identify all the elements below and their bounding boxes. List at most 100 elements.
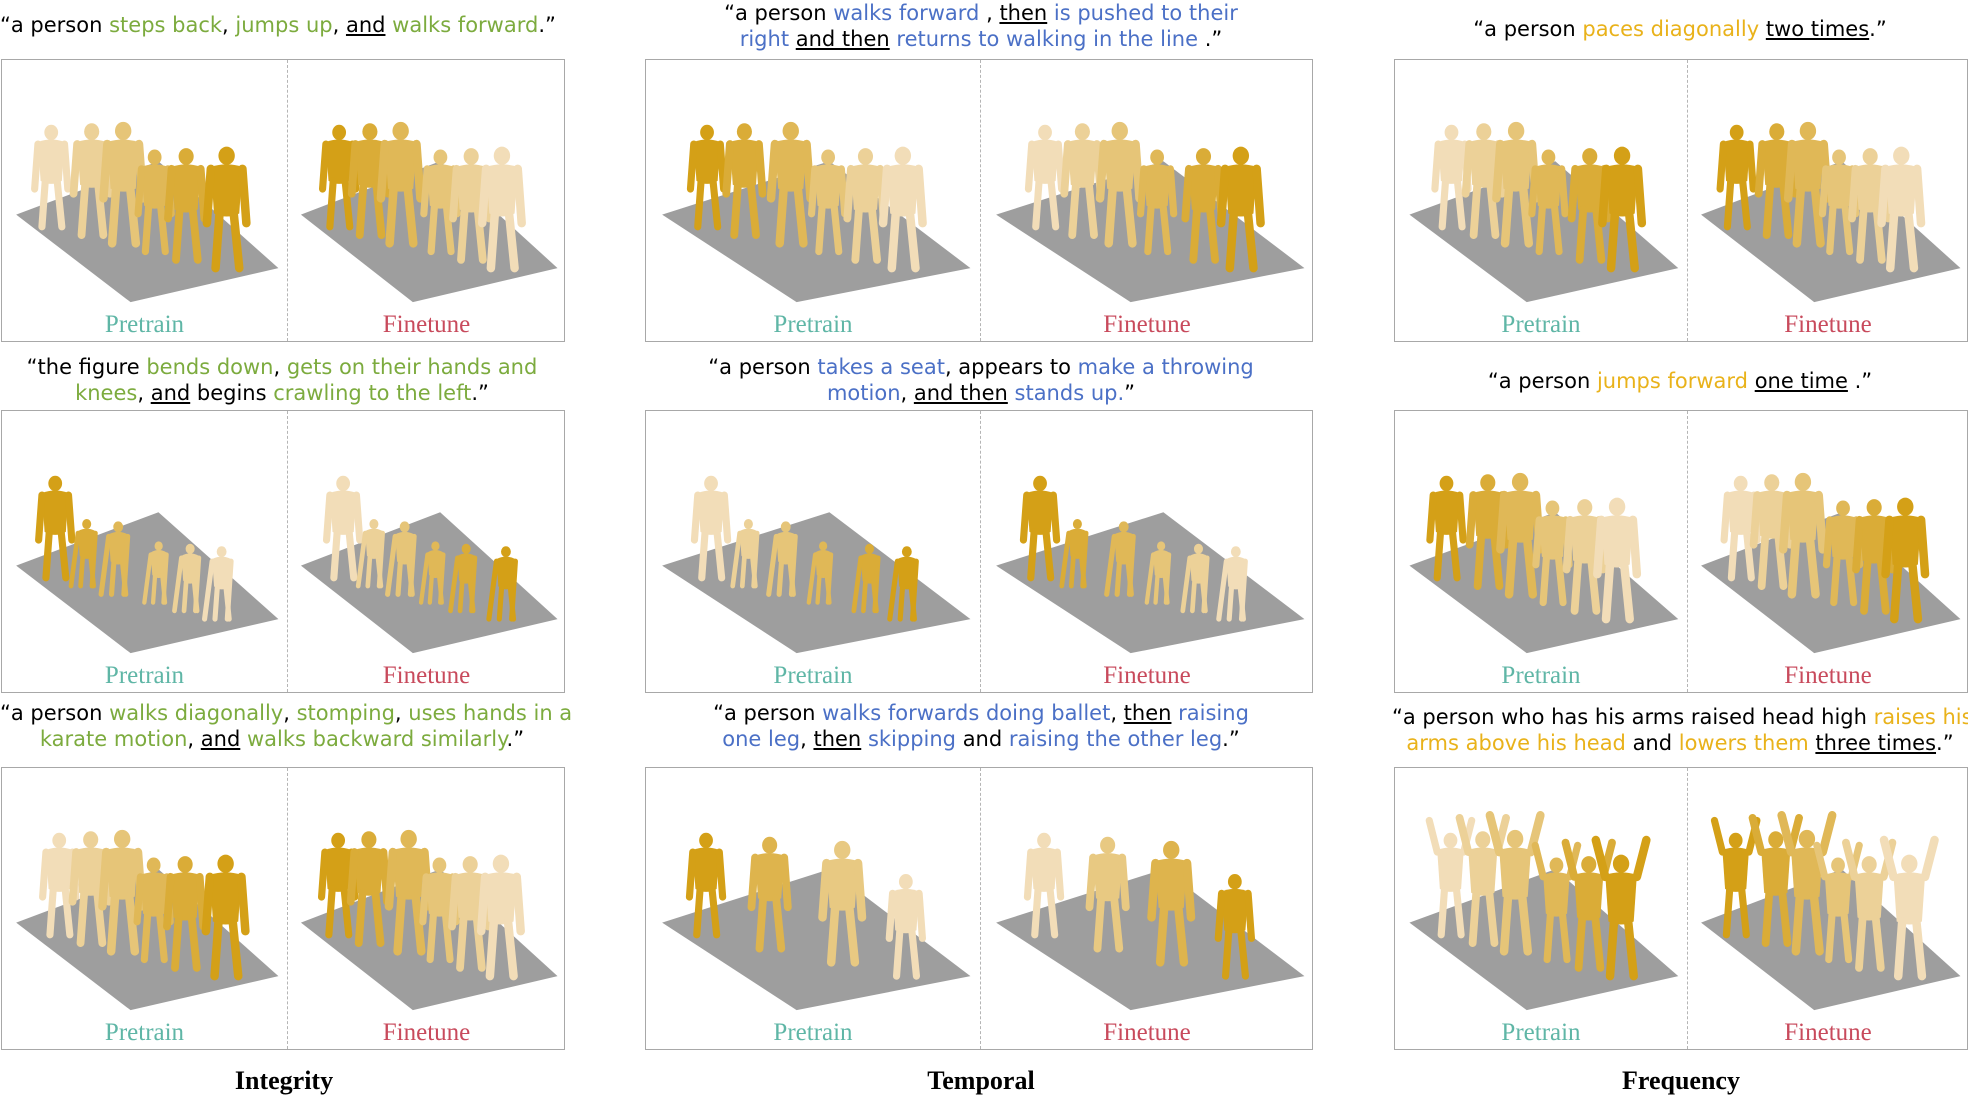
finetune-motion-render bbox=[996, 832, 1305, 1011]
human-figure bbox=[68, 519, 98, 589]
panel-integrity-3: Pretrain Finetune bbox=[1, 767, 565, 1050]
human-figure bbox=[851, 543, 881, 614]
panel-frequency-2: Pretrain Finetune bbox=[1394, 410, 1968, 693]
caption-integrity-2: “the figure bends down, gets on their ha… bbox=[26, 355, 538, 405]
human-figure bbox=[722, 123, 767, 239]
human-figure bbox=[1019, 475, 1061, 582]
pretrain-label: Pretrain bbox=[773, 662, 853, 689]
human-figure bbox=[98, 521, 131, 597]
finetune-label: Finetune bbox=[1784, 662, 1872, 689]
human-figure bbox=[686, 124, 728, 231]
human-figure bbox=[202, 146, 251, 273]
human-figure bbox=[477, 146, 526, 273]
human-figure bbox=[376, 121, 425, 248]
human-figure bbox=[134, 149, 175, 256]
human-figure bbox=[1598, 146, 1647, 273]
human-figure bbox=[1748, 813, 1803, 947]
human-figure bbox=[843, 148, 888, 264]
caption-frequency-3: “a person who has his arms raised head h… bbox=[1392, 705, 1968, 755]
human-figure bbox=[385, 521, 417, 597]
panel-temporal-3: Pretrain Finetune bbox=[645, 767, 1313, 1050]
human-figure bbox=[730, 519, 760, 589]
human-figure bbox=[1214, 874, 1255, 980]
pretrain-label: Pretrain bbox=[1501, 1019, 1581, 1046]
human-figure bbox=[35, 475, 76, 582]
pretrain-label: Pretrain bbox=[104, 1019, 185, 1046]
human-figure bbox=[1426, 475, 1467, 582]
human-figure bbox=[690, 475, 732, 582]
human-figure bbox=[685, 832, 727, 939]
human-figure bbox=[1561, 838, 1616, 972]
human-figure bbox=[1528, 149, 1569, 256]
human-figure bbox=[1180, 543, 1210, 614]
human-figure bbox=[1425, 816, 1476, 939]
panel-integrity-2: Pretrain Finetune bbox=[1, 410, 565, 693]
human-figure bbox=[1881, 497, 1930, 624]
human-figure bbox=[355, 519, 385, 589]
human-figure bbox=[1879, 835, 1939, 981]
human-figure bbox=[99, 121, 148, 248]
finetune-motion-render bbox=[996, 121, 1305, 303]
finetune-label: Finetune bbox=[382, 1019, 471, 1046]
panel-divider bbox=[1687, 411, 1688, 692]
human-figure bbox=[1777, 811, 1837, 956]
human-figure bbox=[202, 546, 234, 622]
finetune-motion-render bbox=[1701, 811, 1961, 1011]
human-figure bbox=[1591, 835, 1651, 981]
pretrain-label: Pretrain bbox=[1501, 662, 1581, 689]
human-figure bbox=[1778, 472, 1827, 599]
human-figure bbox=[1877, 146, 1926, 273]
panel-divider bbox=[1687, 60, 1688, 341]
panel-temporal-2: Pretrain Finetune bbox=[645, 410, 1313, 693]
finetune-label: Finetune bbox=[382, 311, 471, 338]
finetune-motion-render bbox=[300, 121, 558, 303]
human-figure bbox=[766, 521, 798, 597]
human-figure bbox=[1147, 840, 1196, 967]
human-figure bbox=[1710, 816, 1761, 939]
finetune-label: Finetune bbox=[1784, 311, 1872, 338]
human-figure bbox=[31, 124, 72, 231]
human-figure bbox=[142, 541, 169, 605]
human-figure bbox=[201, 854, 250, 981]
panel-divider bbox=[980, 411, 981, 692]
caption-frequency-1: “a person paces diagonally two times.” bbox=[1473, 17, 1887, 41]
human-figure bbox=[807, 149, 849, 256]
panel-divider bbox=[287, 411, 288, 692]
human-figure bbox=[1059, 519, 1089, 589]
human-figure bbox=[476, 854, 525, 981]
human-figure bbox=[1024, 124, 1066, 231]
finetune-label: Finetune bbox=[1784, 1019, 1872, 1046]
finetune-label: Finetune bbox=[382, 662, 471, 689]
human-figure bbox=[747, 836, 792, 953]
human-figure bbox=[1841, 838, 1897, 972]
finetune-motion-render bbox=[300, 475, 558, 654]
caption-temporal-1: “a person walks forward , then is pushed… bbox=[724, 1, 1238, 51]
finetune-motion-render bbox=[300, 829, 558, 1011]
human-figure bbox=[486, 546, 518, 622]
pretrain-label: Pretrain bbox=[1501, 311, 1581, 338]
human-figure bbox=[1216, 546, 1248, 622]
finetune-label: Finetune bbox=[1103, 311, 1191, 338]
panel-divider bbox=[287, 768, 288, 1049]
panel-integrity-1: Pretrain Finetune bbox=[1, 59, 565, 342]
human-figure bbox=[1813, 841, 1863, 964]
panel-frequency-1: Pretrain Finetune bbox=[1394, 59, 1968, 342]
caption-integrity-3: “a person walks diagonally, stomping, us… bbox=[0, 701, 573, 751]
finetune-label: Finetune bbox=[1103, 662, 1191, 689]
caption-frequency-2: “a person jumps forward one time .” bbox=[1487, 369, 1873, 393]
human-figure bbox=[322, 475, 364, 582]
human-figure bbox=[164, 148, 209, 264]
panel-divider bbox=[980, 60, 981, 341]
human-figure bbox=[418, 541, 446, 605]
pretrain-motion-render bbox=[1409, 811, 1679, 1011]
human-figure bbox=[818, 840, 867, 967]
human-figure bbox=[1852, 499, 1897, 615]
pretrain-motion-render bbox=[16, 475, 279, 654]
column-title-temporal: Temporal bbox=[927, 1066, 1035, 1095]
finetune-label: Finetune bbox=[1103, 1019, 1191, 1046]
human-figure bbox=[885, 874, 926, 980]
finetune-motion-render bbox=[1701, 472, 1961, 654]
panel-divider bbox=[1687, 768, 1688, 1049]
pretrain-label: Pretrain bbox=[104, 662, 185, 689]
pretrain-motion-render bbox=[662, 121, 971, 303]
